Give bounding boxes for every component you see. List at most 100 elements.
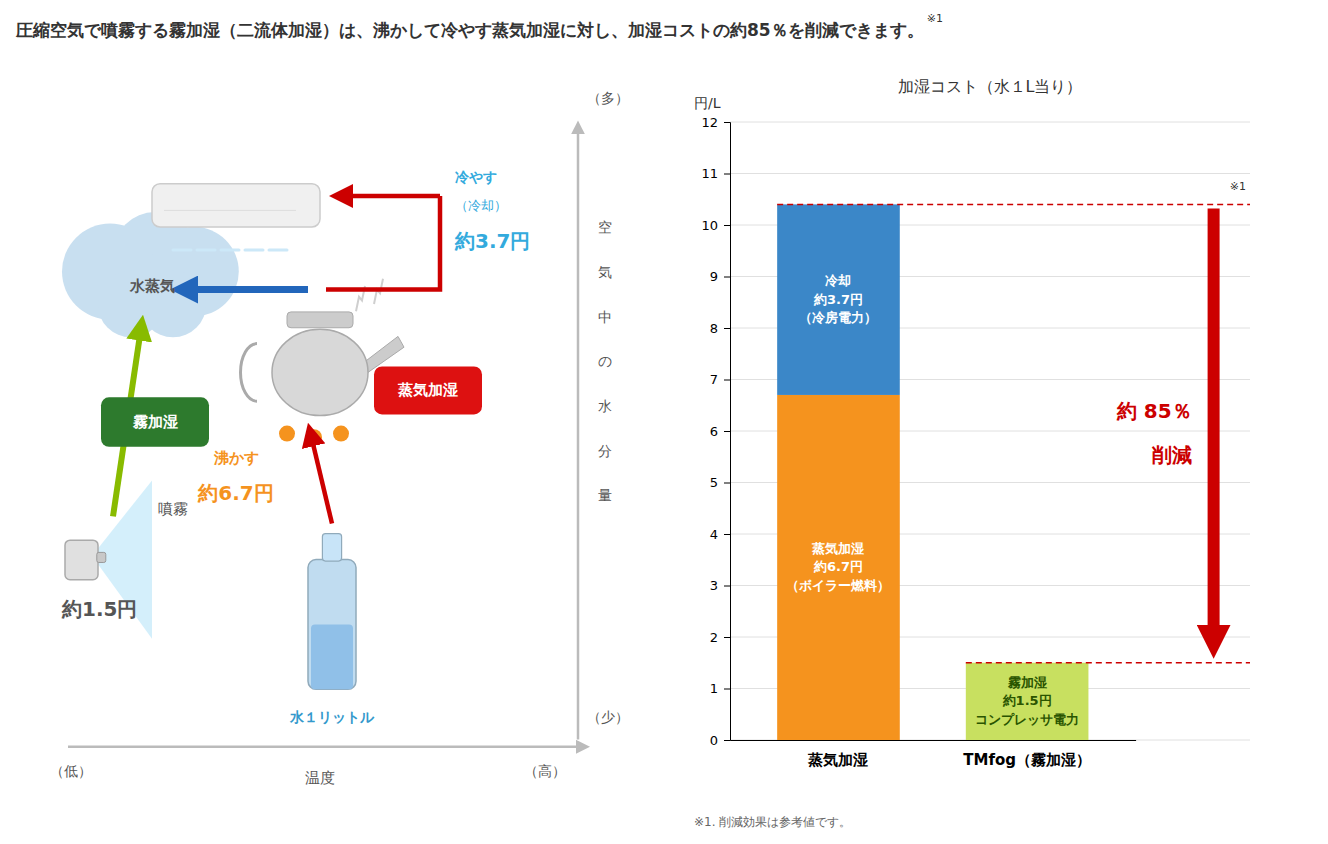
- steam-path: [326, 196, 440, 290]
- y-tick: 8: [710, 321, 730, 336]
- bar: [966, 663, 1089, 740]
- sprayer-nozzle: [97, 552, 106, 562]
- y-tick-label: 10: [701, 218, 718, 233]
- bar: [777, 395, 900, 740]
- diagram: 温度空気中の水分量（低）（高）（少）（多）水蒸気冷やす（冷却）約3.7円沸かす約…: [50, 90, 629, 787]
- kettle-lid: [287, 312, 353, 328]
- y-tick-label: 2: [710, 630, 718, 645]
- steam-arrow: [351, 194, 440, 199]
- bottle: [308, 560, 356, 690]
- diagram-x-arrow: [68, 746, 577, 749]
- y-tick-mark: [724, 328, 730, 329]
- text-line: 分: [598, 443, 612, 459]
- diagram-x-title: 温度: [305, 769, 335, 787]
- text-line: 削減: [1151, 442, 1192, 466]
- text-line: 量: [598, 487, 612, 503]
- diagram-y-title: 空気中の水分量: [598, 219, 612, 503]
- y-tick: 5: [710, 475, 730, 490]
- y-tick-mark: [724, 431, 730, 432]
- airflow: [221, 249, 239, 252]
- air-conditioner: [152, 184, 320, 227]
- y-tick: 11: [701, 166, 730, 181]
- y-tick-label: 9: [710, 269, 718, 284]
- y-tick-label: 6: [710, 424, 718, 439]
- y-tick-mark: [724, 277, 730, 278]
- y-tick: 1: [710, 681, 730, 696]
- steam-arrow: [313, 444, 332, 524]
- diagram-label: 水蒸気: [129, 277, 175, 295]
- air-conditioner-detail: [164, 210, 296, 211]
- kettle-handle: [241, 344, 258, 402]
- cooling-arrow: [195, 286, 308, 293]
- reference-line: [966, 662, 1250, 664]
- text-line: 約3.7円: [813, 291, 863, 306]
- diagram-label: （冷却）: [455, 198, 507, 213]
- flame: [306, 429, 322, 445]
- y-axis-line: [724, 123, 731, 741]
- data-label: 霧加湿約1.5円コンプレッサ電力: [975, 675, 1079, 726]
- bars: [777, 204, 1250, 740]
- y-tick-label: 7: [710, 372, 718, 387]
- diagram-label: 約6.7円: [197, 481, 273, 505]
- x-tick: TMfog（霧加湿）: [963, 740, 1091, 769]
- y-tick: 12: [701, 115, 730, 130]
- y-tick-mark: [724, 534, 730, 535]
- diagram-label: 噴霧: [158, 500, 188, 518]
- title: 圧縮空気で噴霧する霧加湿（二流体加湿）は、沸かして冷やす蒸気加湿に対し、加湿コス…: [15, 20, 924, 40]
- diagram-label: 水１リットル: [289, 709, 375, 725]
- y-tick-mark: [724, 122, 730, 123]
- text-line: の: [598, 353, 612, 369]
- y-tick-label: 1: [710, 681, 718, 696]
- x-axis-line: [731, 740, 1137, 741]
- text-line: 霧加湿: [1007, 675, 1047, 690]
- bottle-water: [311, 624, 353, 689]
- title-note: ※1: [927, 12, 943, 25]
- data-label: 蒸気加湿約6.7円（ボイラー燃料）: [786, 541, 890, 592]
- y-tick: 2: [710, 630, 730, 645]
- data-labels: 蒸気加湿約6.7円（ボイラー燃料） 冷却約3.7円 （冷房電力） 霧加湿約1.5円コン…: [786, 273, 1079, 726]
- y-tick: 7: [710, 372, 730, 387]
- diagram-y-arrow: [577, 133, 580, 740]
- y-tick: 4: [710, 527, 730, 542]
- flame: [279, 426, 295, 442]
- text-line: 空: [598, 219, 612, 235]
- y-tick-mark: [724, 586, 730, 587]
- text-line: 中: [598, 309, 612, 325]
- y-tick-label: 3: [710, 578, 718, 593]
- y-tick-label: 12: [701, 115, 718, 130]
- data-label: 冷却約3.7円 （冷房電力）: [799, 273, 877, 324]
- y-tick-label: 0: [710, 733, 718, 748]
- grid: [730, 122, 1250, 740]
- text-line: 冷却: [825, 273, 851, 288]
- grid-line: [730, 173, 1250, 174]
- diagram-label: 沸かす: [213, 449, 259, 467]
- diagram-label: 霧加湿: [132, 413, 178, 431]
- y-tick-label: 11: [701, 166, 718, 181]
- text-line: 蒸気加湿: [811, 541, 864, 556]
- text-line: （ボイラー燃料）: [786, 577, 890, 592]
- text-line: コンプレッサ電力: [975, 711, 1079, 726]
- sprayer: [65, 540, 98, 580]
- y-tick-mark: [724, 637, 730, 638]
- text-line: 約 85％: [1116, 398, 1192, 422]
- text-line: 水: [598, 398, 612, 414]
- text-line: （冷房電力）: [799, 309, 877, 324]
- y-tick-label: 4: [710, 527, 718, 542]
- grid-line: [730, 122, 1250, 123]
- flame: [333, 426, 349, 442]
- diagram-label: （高）: [524, 763, 566, 779]
- y-tick-label: 8: [710, 321, 718, 336]
- airflow: [269, 249, 287, 252]
- bar: [777, 204, 900, 395]
- airflow: [173, 249, 191, 252]
- y-tick: 3: [710, 578, 730, 593]
- y-tick-mark: [724, 689, 730, 690]
- diagram-label: 約1.5円: [61, 597, 137, 621]
- y-tick-mark: [724, 225, 730, 226]
- y-tick: 6: [710, 424, 730, 439]
- annotation: 約 85％ 削減: [1116, 398, 1192, 466]
- x-axis: 蒸気加湿TMfog（霧加湿）: [731, 740, 1137, 769]
- label-box: [101, 397, 209, 446]
- canvas: 圧縮空気で噴霧する霧加湿（二流体加湿）は、沸かして冷やす蒸気加湿に対し、加湿コス…: [0, 0, 1328, 844]
- bottle-neck: [322, 534, 341, 561]
